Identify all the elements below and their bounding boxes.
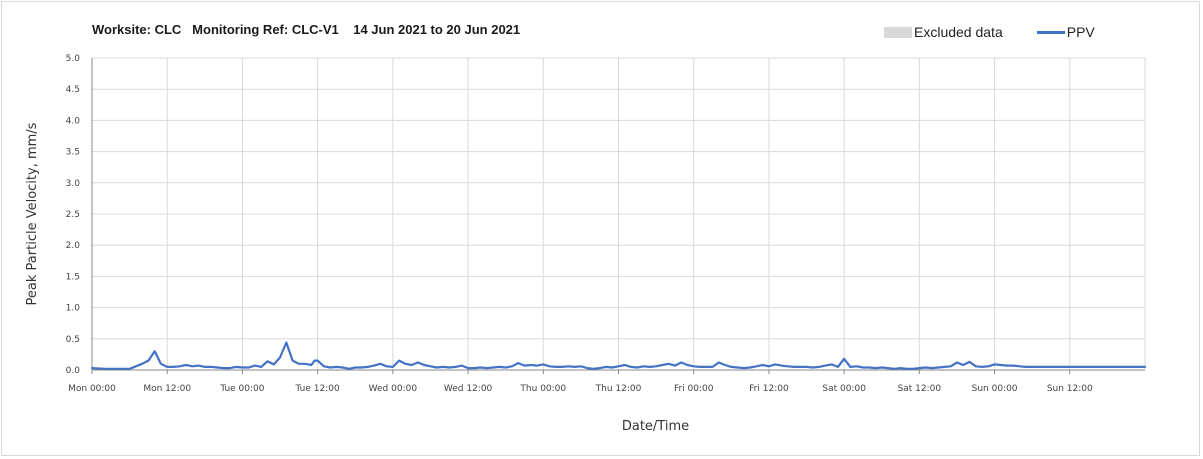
y-tick-label: 3.0 <box>66 179 81 189</box>
x-tick-label: Sun 12:00 <box>1047 384 1093 394</box>
legend: Excluded data PPV <box>884 24 1095 40</box>
x-tick-label: Sat 12:00 <box>898 384 942 394</box>
legend-excluded-swatch <box>884 26 912 38</box>
y-tick-label: 0.5 <box>66 335 80 345</box>
title-worksite: Worksite: CLC <box>92 22 182 37</box>
x-tick-label: Wed 12:00 <box>444 384 493 394</box>
x-tick-label: Sun 00:00 <box>972 384 1018 394</box>
x-tick-label: Tue 00:00 <box>219 384 264 394</box>
y-tick-label: 4.0 <box>66 116 81 126</box>
series-ppv-line <box>90 341 1147 370</box>
x-tick-label: Mon 12:00 <box>143 384 191 394</box>
y-tick-label: 1.0 <box>66 304 81 314</box>
x-tick-label: Thu 12:00 <box>595 384 642 394</box>
x-tick-label: Fri 12:00 <box>749 384 789 394</box>
chart-title: Worksite: CLC Monitoring Ref: CLC-V1 14 … <box>92 22 520 37</box>
legend-ppv-swatch <box>1036 30 1065 34</box>
y-axis-label: Peak Particle Velocity, mm/s <box>25 122 40 305</box>
x-tick-label: Thu 00:00 <box>519 384 566 394</box>
legend-excluded-label: Excluded data <box>914 24 1003 40</box>
y-tick-label: 3.5 <box>66 148 80 158</box>
title-date-range: 14 Jun 2021 to 20 Jun 2021 <box>353 22 521 37</box>
y-tick-label: 5.0 <box>66 54 81 64</box>
x-tick-label: Mon 00:00 <box>68 384 116 394</box>
x-tick-label: Wed 00:00 <box>369 384 418 394</box>
y-tick-label: 2.5 <box>66 210 80 220</box>
x-tick-label: Tue 12:00 <box>295 384 340 394</box>
legend-ppv-label: PPV <box>1066 24 1095 40</box>
x-axis-label: Date/Time <box>622 419 689 434</box>
y-tick-label: 1.5 <box>66 272 80 282</box>
x-tick-label: Sat 00:00 <box>822 384 866 394</box>
y-tick-label: 2.0 <box>66 241 81 251</box>
title-monitoring-ref: Monitoring Ref: CLC-V1 <box>192 22 339 37</box>
y-tick-label: 4.5 <box>66 85 80 95</box>
y-tick-label: 0.0 <box>66 366 81 376</box>
x-tick-label: Fri 00:00 <box>674 384 714 394</box>
